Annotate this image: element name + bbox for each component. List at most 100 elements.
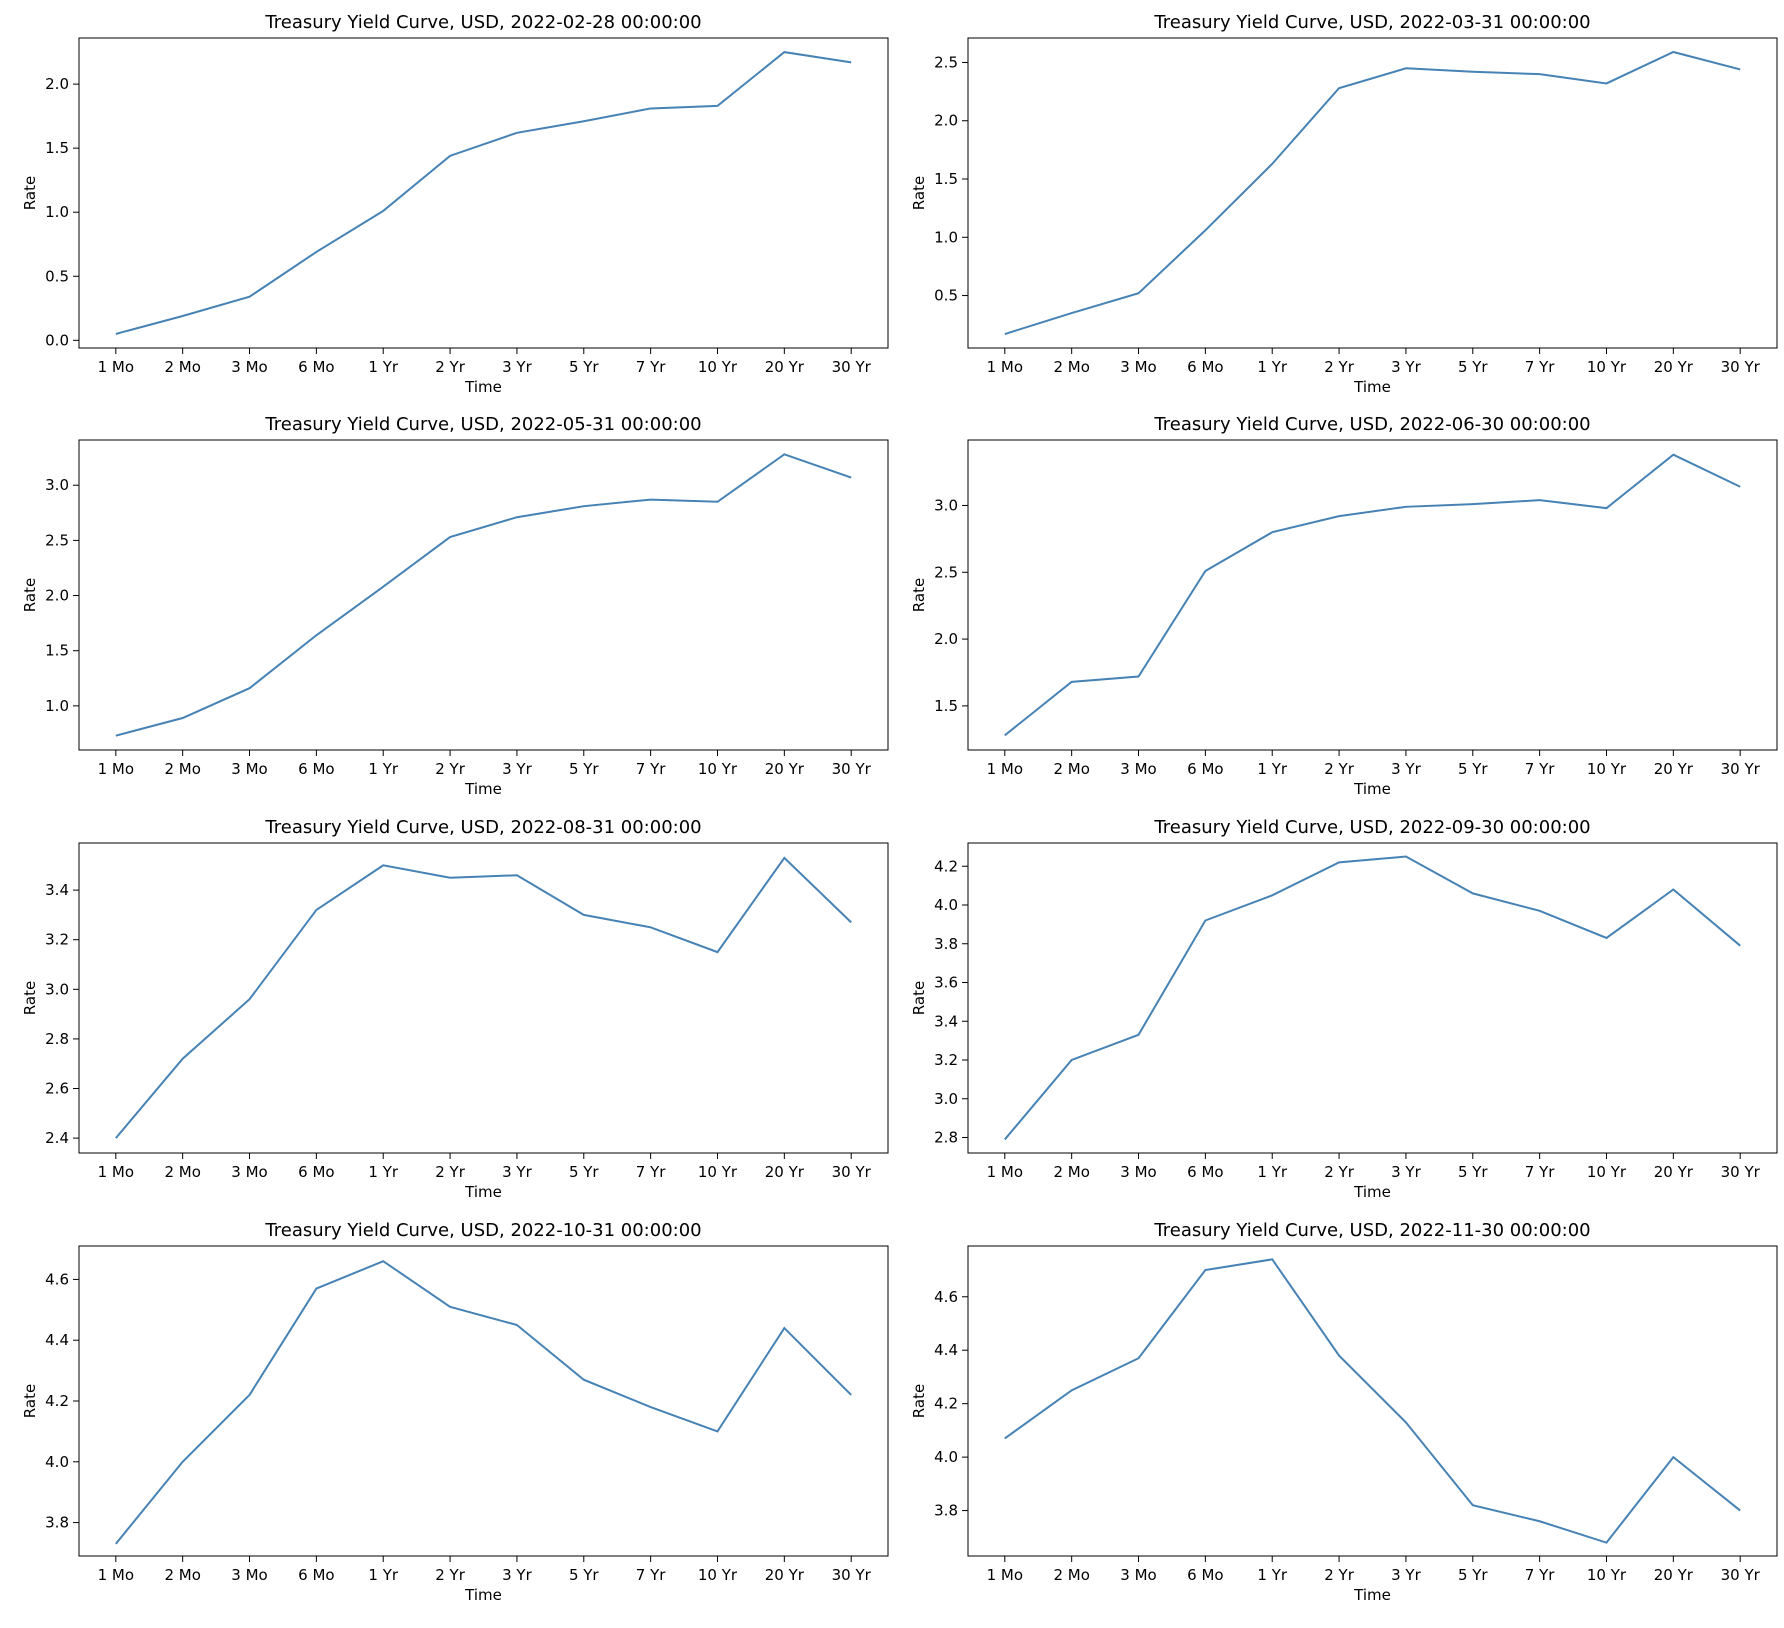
x-tick-label: 1 Yr (368, 760, 398, 778)
x-tick-label: 3 Yr (502, 358, 532, 376)
y-axis-label: Rate (910, 981, 928, 1015)
y-tick-label: 1.5 (934, 170, 958, 188)
x-tick-label: 1 Yr (368, 358, 398, 376)
chart-title: Treasury Yield Curve, USD, 2022-02-28 00… (264, 12, 701, 33)
x-tick-label: 30 Yr (832, 1566, 872, 1584)
x-tick-label: 20 Yr (765, 760, 805, 778)
series-line (1004, 1258, 1741, 1544)
chart-panel-4: Treasury Yield Curve, USD, 2022-06-30 00… (910, 414, 1778, 798)
x-tick-label: 7 Yr (636, 1163, 666, 1181)
chart-panel-1: Treasury Yield Curve, USD, 2022-02-28 00… (21, 12, 889, 396)
y-tick-label: 2.0 (45, 75, 69, 93)
x-tick-label: 7 Yr (1525, 358, 1555, 376)
chart-title: Treasury Yield Curve, USD, 2022-05-31 00… (264, 414, 701, 435)
x-tick-label: 7 Yr (636, 760, 666, 778)
y-tick-label: 2.5 (934, 563, 958, 581)
y-tick-label: 3.8 (934, 935, 958, 953)
x-tick-label: 30 Yr (1721, 1163, 1761, 1181)
x-axis-label: Time (464, 1183, 502, 1201)
y-tick-label: 0.0 (45, 331, 69, 349)
x-tick-label: 20 Yr (765, 1566, 805, 1584)
y-tick-label: 1.5 (934, 697, 958, 715)
x-tick-label: 7 Yr (636, 358, 666, 376)
x-tick-label: 3 Yr (502, 1163, 532, 1181)
y-tick-label: 4.2 (934, 1395, 958, 1413)
x-tick-label: 5 Yr (1458, 1163, 1488, 1181)
x-tick-label: 20 Yr (1654, 358, 1694, 376)
x-tick-label: 1 Yr (1257, 760, 1287, 778)
x-tick-label: 20 Yr (1654, 1566, 1694, 1584)
x-tick-label: 5 Yr (569, 760, 599, 778)
x-tick-label: 30 Yr (1721, 760, 1761, 778)
y-axis-label: Rate (21, 1384, 39, 1418)
x-axis-label: Time (464, 378, 502, 396)
x-tick-label: 1 Mo (987, 1163, 1023, 1181)
y-tick-label: 3.8 (45, 1514, 69, 1532)
plot-frame (967, 37, 1778, 349)
y-axis-label: Rate (910, 578, 928, 612)
y-tick-label: 4.2 (934, 857, 958, 875)
x-tick-label: 1 Yr (1257, 1163, 1287, 1181)
x-tick-label: 1 Yr (368, 1163, 398, 1181)
x-tick-label: 20 Yr (1654, 760, 1694, 778)
x-tick-label: 1 Mo (987, 760, 1023, 778)
y-tick-label: 4.0 (934, 1448, 958, 1466)
x-tick-label: 10 Yr (1587, 760, 1627, 778)
x-tick-label: 2 Yr (435, 1163, 465, 1181)
x-tick-label: 20 Yr (1654, 1163, 1694, 1181)
x-tick-label: 10 Yr (698, 1566, 738, 1584)
x-tick-label: 2 Mo (164, 358, 200, 376)
chart-title: Treasury Yield Curve, USD, 2022-06-30 00… (1153, 414, 1590, 435)
x-tick-label: 3 Yr (1391, 1163, 1421, 1181)
y-axis-label: Rate (910, 176, 928, 210)
x-tick-label: 30 Yr (832, 1163, 872, 1181)
series-line (1004, 453, 1741, 737)
x-tick-label: 10 Yr (1587, 1566, 1627, 1584)
x-tick-label: 3 Mo (1120, 358, 1156, 376)
chart-panel-7: Treasury Yield Curve, USD, 2022-10-31 00… (21, 1220, 889, 1604)
x-tick-label: 10 Yr (698, 1163, 738, 1181)
x-tick-label: 2 Mo (164, 1163, 200, 1181)
x-tick-label: 2 Mo (1053, 760, 1089, 778)
chart-title: Treasury Yield Curve, USD, 2022-09-30 00… (1153, 817, 1590, 838)
y-tick-label: 4.0 (934, 896, 958, 914)
plot-frame (78, 439, 889, 751)
x-tick-label: 3 Mo (231, 1566, 267, 1584)
plot-frame (967, 1245, 1778, 1557)
y-tick-label: 2.0 (934, 630, 958, 648)
y-tick-label: 3.2 (934, 1051, 958, 1069)
x-tick-label: 6 Mo (1187, 1163, 1223, 1181)
x-tick-label: 7 Yr (636, 1566, 666, 1584)
x-tick-label: 7 Yr (1525, 1566, 1555, 1584)
x-tick-label: 30 Yr (1721, 1566, 1761, 1584)
y-tick-label: 2.0 (934, 112, 958, 130)
y-tick-label: 4.2 (45, 1392, 69, 1410)
plot-frame (967, 439, 1778, 751)
series-line (115, 453, 852, 737)
y-tick-label: 3.0 (45, 476, 69, 494)
x-tick-label: 3 Mo (231, 1163, 267, 1181)
y-tick-label: 3.0 (934, 1090, 958, 1108)
x-tick-label: 5 Yr (569, 1566, 599, 1584)
plot-frame (78, 842, 889, 1154)
x-tick-label: 3 Mo (1120, 1566, 1156, 1584)
x-axis-label: Time (1353, 1183, 1391, 1201)
x-axis-label: Time (1353, 780, 1391, 798)
x-tick-label: 1 Mo (98, 760, 134, 778)
y-axis-label: Rate (21, 578, 39, 612)
x-tick-label: 6 Mo (298, 358, 334, 376)
y-tick-label: 0.5 (934, 287, 958, 305)
series-line (1004, 855, 1741, 1141)
x-tick-label: 7 Yr (1525, 760, 1555, 778)
y-tick-label: 2.5 (934, 53, 958, 71)
chart-panel-6: Treasury Yield Curve, USD, 2022-09-30 00… (910, 817, 1778, 1201)
x-tick-label: 3 Mo (1120, 760, 1156, 778)
y-axis-label: Rate (21, 176, 39, 210)
x-tick-label: 1 Mo (98, 358, 134, 376)
x-tick-label: 6 Mo (1187, 1566, 1223, 1584)
x-tick-label: 3 Yr (1391, 1566, 1421, 1584)
x-tick-label: 2 Yr (435, 358, 465, 376)
x-tick-label: 30 Yr (832, 358, 872, 376)
y-tick-label: 1.5 (45, 139, 69, 157)
x-tick-label: 2 Mo (164, 1566, 200, 1584)
